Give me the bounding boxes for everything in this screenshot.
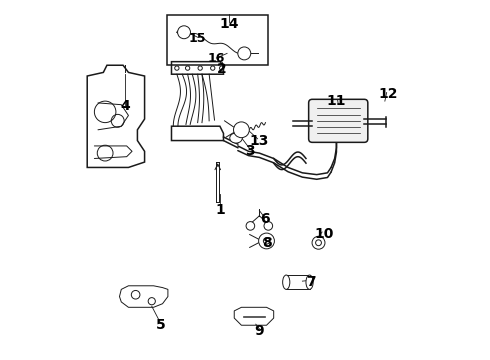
Text: 1: 1 <box>215 203 225 217</box>
Circle shape <box>259 233 274 249</box>
Text: 2: 2 <box>217 62 226 76</box>
Text: 10: 10 <box>314 227 334 241</box>
Text: 14: 14 <box>219 17 239 31</box>
Circle shape <box>238 47 251 60</box>
Ellipse shape <box>306 275 313 289</box>
Circle shape <box>148 298 155 305</box>
Text: 8: 8 <box>262 236 271 250</box>
Text: 7: 7 <box>307 275 316 289</box>
Circle shape <box>234 122 249 138</box>
Ellipse shape <box>230 133 243 143</box>
Text: 12: 12 <box>379 87 398 101</box>
Bar <box>167 15 269 65</box>
Circle shape <box>264 222 272 230</box>
Text: 3: 3 <box>245 144 255 158</box>
Text: 5: 5 <box>156 318 166 332</box>
Text: 6: 6 <box>260 212 270 226</box>
Text: 9: 9 <box>254 324 264 338</box>
Circle shape <box>246 222 255 230</box>
Circle shape <box>177 26 191 39</box>
Text: 13: 13 <box>250 134 269 148</box>
Text: 16: 16 <box>208 52 225 65</box>
Circle shape <box>312 236 325 249</box>
FancyBboxPatch shape <box>309 99 368 142</box>
Circle shape <box>131 291 140 299</box>
Ellipse shape <box>283 275 290 289</box>
Text: 11: 11 <box>327 94 346 108</box>
Text: 15: 15 <box>189 32 206 45</box>
Text: 4: 4 <box>120 99 130 113</box>
